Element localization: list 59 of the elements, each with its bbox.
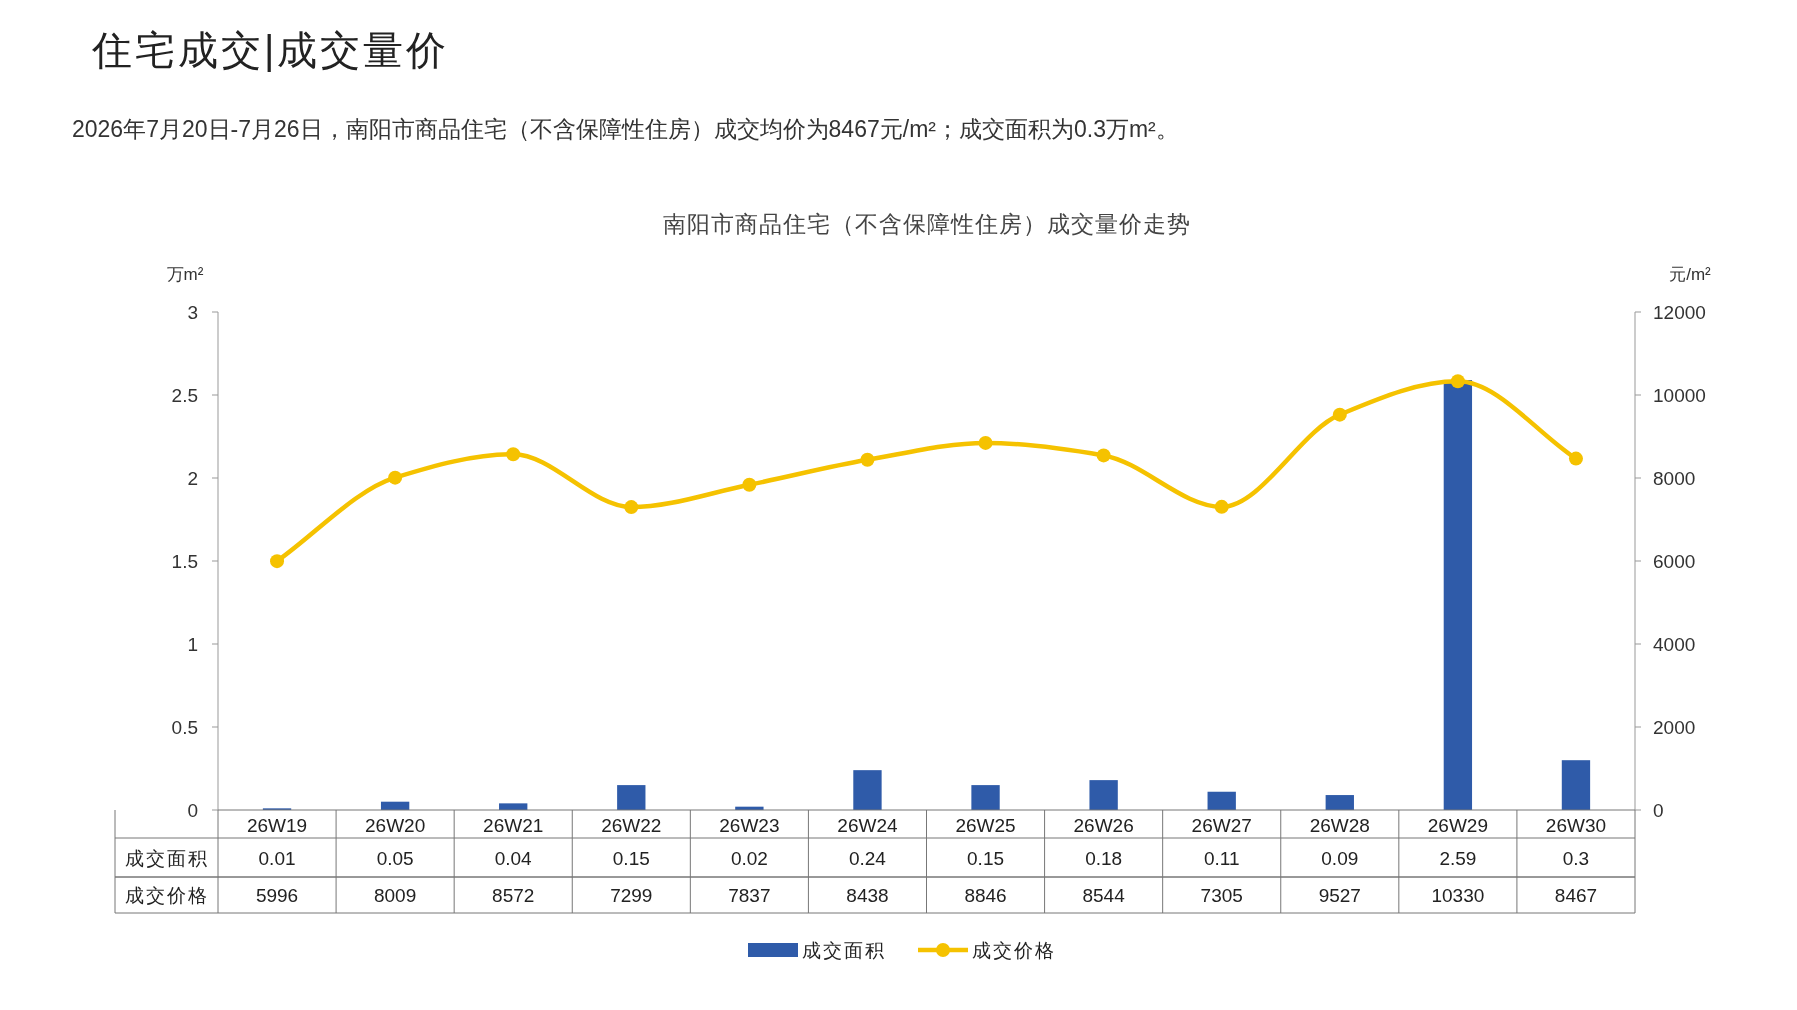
y-axis-title: 万m² <box>166 265 204 284</box>
data-label: 7305 <box>1200 885 1243 906</box>
x-tick-label: 26W20 <box>365 815 426 836</box>
data-label: 0.11 <box>1203 847 1240 869</box>
data-label: 5996 <box>255 885 299 906</box>
y2-tick-label: 4000 <box>1653 634 1696 655</box>
data-label: 2.59 <box>1439 847 1477 869</box>
x-tick-label: 26W19 <box>246 815 308 836</box>
data-label: 0.15 <box>967 847 1005 869</box>
data-label: 10330 <box>1431 885 1485 906</box>
y2-tick-label: 10000 <box>1653 385 1706 406</box>
chart-title: 南阳市商品住宅（不含保障性住房）成交量价走势 <box>662 211 1191 237</box>
data-label: 0.3 <box>1562 847 1590 869</box>
data-label: 0.04 <box>494 847 533 869</box>
text: 住宅成交|成交量价 <box>91 28 450 72</box>
y2-tick-label: 6000 <box>1653 551 1696 572</box>
data-label: 8544 <box>1082 885 1126 906</box>
y2-tick-label: 12000 <box>1653 302 1706 323</box>
x-tick-label: 26W28 <box>1309 815 1370 836</box>
y-tick-label: 1 <box>187 634 198 655</box>
data-label: 0.01 <box>258 847 296 869</box>
data-label: 0.15 <box>612 847 650 869</box>
data-label: 8572 <box>492 885 535 906</box>
data-label: 8009 <box>373 885 417 906</box>
x-tick-label: 26W30 <box>1545 815 1607 836</box>
data-label: 9527 <box>1318 885 1361 906</box>
data-label: 0.24 <box>848 847 887 869</box>
y2-tick-label: 8000 <box>1653 468 1696 489</box>
y2-tick-label: 0 <box>1653 800 1664 821</box>
data-label: 7299 <box>610 885 653 906</box>
y-tick-label: 3 <box>187 302 198 323</box>
y-tick-label: 0 <box>187 800 198 821</box>
x-tick-label: 26W26 <box>1073 815 1134 836</box>
x-tick-label: 26W27 <box>1191 815 1252 836</box>
data-label: 0.18 <box>1085 847 1123 869</box>
text: 成交价格 <box>124 885 209 906</box>
text: 成交面积 <box>124 847 209 869</box>
y2-tick-label: 2000 <box>1653 717 1696 738</box>
data-label: 8846 <box>964 885 1007 906</box>
y-tick-label: 1.5 <box>171 551 198 572</box>
legend-label: 成交价格 <box>972 940 1056 961</box>
x-tick-label: 26W21 <box>483 815 544 836</box>
y-tick-label: 0.5 <box>171 717 198 738</box>
data-label: 8438 <box>846 885 889 906</box>
y2-axis-title: 元/m² <box>1669 265 1712 284</box>
x-tick-label: 26W25 <box>955 815 1016 836</box>
x-tick-label: 26W24 <box>837 815 898 836</box>
data-label: 8467 <box>1554 885 1598 906</box>
y-tick-label: 2 <box>187 468 198 489</box>
x-tick-label: 26W23 <box>719 815 780 836</box>
data-label: 0.09 <box>1321 847 1359 869</box>
x-tick-label: 26W22 <box>601 815 662 836</box>
data-label: 7837 <box>728 885 771 906</box>
data-label: 0.02 <box>730 847 768 869</box>
legend-label: 成交面积 <box>802 940 886 961</box>
y-tick-label: 2.5 <box>171 385 198 406</box>
data-label: 0.05 <box>376 847 414 869</box>
x-tick-label: 26W29 <box>1427 815 1488 836</box>
text: 2026年7月20日-7月26日，南阳市商品住宅（不含保障性住房）成交均价为8467元/m²；成交面积为0.3万m²。 <box>72 116 1179 142</box>
